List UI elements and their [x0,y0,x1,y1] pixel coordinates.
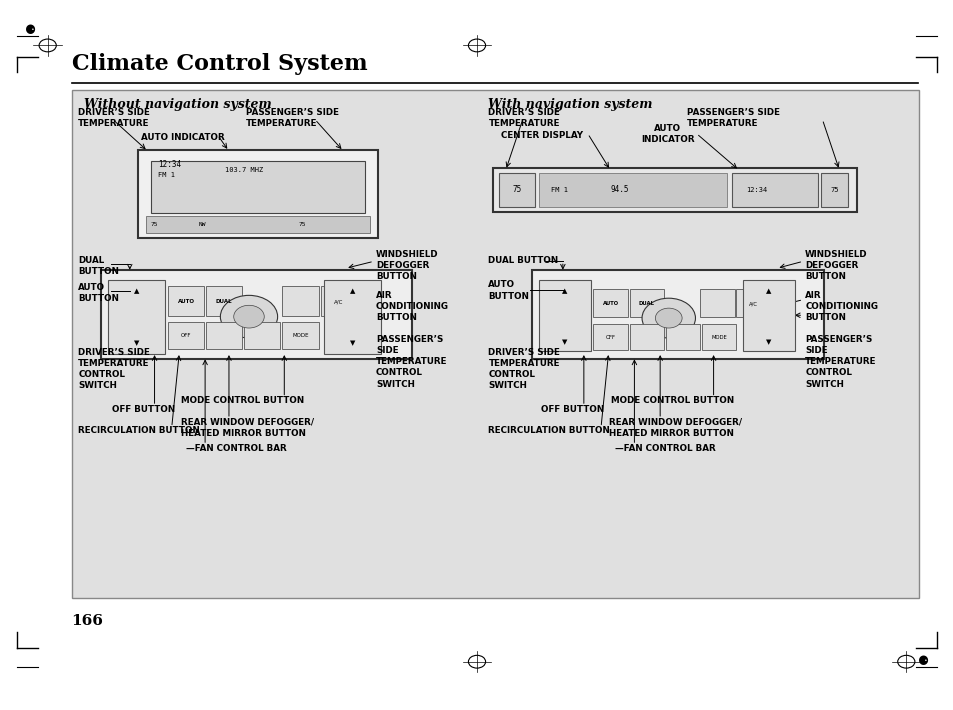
FancyBboxPatch shape [736,289,770,317]
Text: OFF BUTTON: OFF BUTTON [112,405,174,414]
FancyBboxPatch shape [244,322,280,349]
Text: AUTO
BUTTON: AUTO BUTTON [78,283,119,302]
FancyBboxPatch shape [731,173,817,207]
Text: 75: 75 [512,185,521,195]
Text: 94.5: 94.5 [610,185,629,195]
FancyBboxPatch shape [742,280,794,351]
FancyBboxPatch shape [320,286,356,316]
Text: A/C: A/C [334,299,343,305]
Text: PASSENGER’S SIDE
TEMPERATURE: PASSENGER’S SIDE TEMPERATURE [246,108,338,128]
FancyBboxPatch shape [701,324,736,350]
Circle shape [233,305,264,328]
Text: ▲: ▲ [561,288,567,294]
Text: NW: NW [198,222,206,227]
Text: DUAL BUTTON: DUAL BUTTON [488,256,558,265]
Text: AUTO: AUTO [177,299,194,305]
Text: FM 1: FM 1 [551,187,568,193]
FancyBboxPatch shape [282,322,318,349]
FancyBboxPatch shape [146,216,370,233]
Text: AUTO
BUTTON: AUTO BUTTON [488,280,529,300]
FancyBboxPatch shape [665,324,700,350]
FancyBboxPatch shape [282,286,318,316]
Text: FM 1: FM 1 [158,172,175,178]
FancyBboxPatch shape [593,324,627,350]
Text: PASSENGER’S SIDE
TEMPERATURE: PASSENGER’S SIDE TEMPERATURE [686,108,779,128]
Text: MODE CONTROL BUTTON: MODE CONTROL BUTTON [610,396,733,405]
Text: Climate Control System: Climate Control System [71,53,367,75]
Text: AIR
CONDITIONING
BUTTON: AIR CONDITIONING BUTTON [375,291,449,322]
Text: ⚈: ⚈ [917,655,928,668]
Text: RECIRCULATION BUTTON: RECIRCULATION BUTTON [78,426,200,435]
FancyBboxPatch shape [700,289,734,317]
Text: PASSENGER’S
SIDE
TEMPERATURE
CONTROL
SWITCH: PASSENGER’S SIDE TEMPERATURE CONTROL SWI… [375,335,447,388]
Text: A/C: A/C [748,301,758,307]
Text: DRIVER’S SIDE
TEMPERATURE: DRIVER’S SIDE TEMPERATURE [78,108,150,128]
FancyBboxPatch shape [138,150,377,238]
FancyBboxPatch shape [206,286,242,316]
FancyBboxPatch shape [498,173,535,207]
Text: DRIVER’S SIDE
TEMPERATURE
CONTROL
SWITCH: DRIVER’S SIDE TEMPERATURE CONTROL SWITCH [78,348,150,390]
FancyBboxPatch shape [71,90,918,598]
Text: 12:34: 12:34 [158,160,181,169]
Text: ▼: ▼ [561,339,567,345]
Text: PASSENGER’S
SIDE
TEMPERATURE
CONTROL
SWITCH: PASSENGER’S SIDE TEMPERATURE CONTROL SWI… [804,335,876,388]
Text: 103.7 MHZ: 103.7 MHZ [225,167,263,173]
Text: REAR WINDOW DEFOGGER/
HEATED MIRROR BUTTON: REAR WINDOW DEFOGGER/ HEATED MIRROR BUTT… [608,417,741,437]
Circle shape [655,308,681,328]
Text: ▼: ▼ [133,341,139,346]
Text: OFF: OFF [180,332,192,338]
Text: DRIVER’S SIDE
TEMPERATURE
CONTROL
SWITCH: DRIVER’S SIDE TEMPERATURE CONTROL SWITCH [488,348,559,390]
Text: AUTO: AUTO [602,301,618,307]
Text: REAR WINDOW DEFOGGER/
HEATED MIRROR BUTTON: REAR WINDOW DEFOGGER/ HEATED MIRROR BUTT… [181,417,314,437]
Text: ⚈: ⚈ [25,24,36,37]
Text: OFF: OFF [605,335,615,341]
Text: 12:34: 12:34 [745,187,766,193]
FancyBboxPatch shape [629,324,663,350]
Text: ▲: ▲ [350,288,355,294]
FancyBboxPatch shape [593,289,627,317]
Text: MODE: MODE [711,335,726,341]
FancyBboxPatch shape [538,280,590,351]
Text: With navigation system: With navigation system [488,98,652,111]
Text: OFF BUTTON: OFF BUTTON [540,405,603,414]
Text: CENTER DISPLAY: CENTER DISPLAY [500,131,582,141]
Text: AIR
CONDITIONING
BUTTON: AIR CONDITIONING BUTTON [804,291,878,322]
Text: DRIVER’S SIDE
TEMPERATURE: DRIVER’S SIDE TEMPERATURE [488,108,559,128]
FancyBboxPatch shape [629,289,663,317]
FancyBboxPatch shape [168,322,204,349]
Text: WINDSHIELD
DEFOGGER
BUTTON: WINDSHIELD DEFOGGER BUTTON [804,250,867,281]
Text: MODE CONTROL BUTTON: MODE CONTROL BUTTON [181,396,304,405]
Circle shape [641,298,695,338]
FancyBboxPatch shape [168,286,204,316]
Text: 75: 75 [151,222,158,227]
Text: DUAL
BUTTON: DUAL BUTTON [78,256,119,275]
FancyBboxPatch shape [532,270,823,359]
Text: MODE: MODE [292,332,309,338]
Text: 166: 166 [71,614,103,628]
Text: —FAN CONTROL BAR: —FAN CONTROL BAR [615,444,716,453]
FancyBboxPatch shape [108,280,165,354]
Circle shape [220,295,277,338]
FancyBboxPatch shape [206,322,242,349]
Text: ▲: ▲ [765,288,771,294]
Text: ▼: ▼ [765,339,771,345]
Text: 75: 75 [298,222,306,227]
Text: —FAN CONTROL BAR: —FAN CONTROL BAR [186,444,287,453]
Text: AUTO
INDICATOR: AUTO INDICATOR [640,124,694,144]
FancyBboxPatch shape [151,161,365,213]
Text: AUTO INDICATOR: AUTO INDICATOR [141,133,225,143]
Text: 75: 75 [830,187,838,193]
Text: Without navigation system: Without navigation system [84,98,272,111]
Text: WINDSHIELD
DEFOGGER
BUTTON: WINDSHIELD DEFOGGER BUTTON [375,250,438,281]
Text: RECIRCULATION BUTTON: RECIRCULATION BUTTON [488,426,610,435]
FancyBboxPatch shape [101,270,412,359]
FancyBboxPatch shape [538,173,726,207]
FancyBboxPatch shape [493,168,856,212]
Text: ▲: ▲ [133,288,139,294]
Text: DUAL: DUAL [215,299,233,305]
Text: ▼: ▼ [350,341,355,346]
FancyBboxPatch shape [324,280,380,354]
Text: DUAL: DUAL [639,301,654,307]
FancyBboxPatch shape [821,173,847,207]
